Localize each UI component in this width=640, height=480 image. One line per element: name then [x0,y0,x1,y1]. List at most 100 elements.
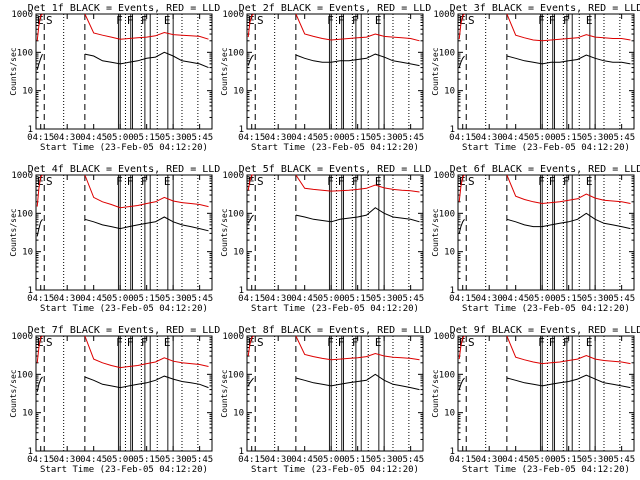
x-tick-label: 05:15 [555,294,582,304]
panel-det-5: Det 5f BLACK = Events, RED = LLD 1 10 100 10… [220,164,431,314]
x-tick-label: 05:45 [397,294,424,304]
event-marker-label: F [141,336,148,349]
y-tick-label: 10 [22,409,33,419]
x-tick-label: 04:15 [27,455,54,465]
x-tick-label: 05:15 [555,455,582,465]
x-tick-label: 05:00 [318,133,345,143]
panel-title: Det 3f BLACK = Events, RED = LLD [450,3,640,14]
x-tick-label: 04:45 [291,294,318,304]
plot-frame [35,13,213,130]
y-tick-label: 100 [17,48,33,58]
x-tick-label: 05:15 [133,455,160,465]
y-tick-label: 100 [228,370,244,380]
x-tick-label: 04:15 [27,133,54,143]
plot-frame [35,335,213,452]
x-tick-label: 04:15 [27,294,54,304]
panel-det-7: Det 7f BLACK = Events, RED = LLD 1 10 100 10… [9,325,220,475]
event-marker-label: S [46,14,53,27]
event-marker-label: F [538,175,545,188]
panel-det-6: Det 6f BLACK = Events, RED = LLD 1 10 100 10… [431,164,640,314]
series-lld-line [247,13,420,42]
y-tick-label: 10 [233,87,244,97]
event-marker-label: E [248,175,255,188]
event-marker-label: S [468,336,475,349]
panel-det-1: Det 1f BLACK = Events, RED = LLD 1 10 100 10… [9,3,220,153]
x-tick-label: 04:30 [54,294,81,304]
series-events-line [247,373,420,391]
x-tick-label: 05:30 [371,455,398,465]
y-tick-label: 100 [439,370,455,380]
x-tick-label: 05:45 [186,133,213,143]
x-tick-label: 05:30 [160,294,187,304]
y-tick-label: 100 [439,209,455,219]
y-axis-label: Counts/sec [431,47,440,95]
x-tick-label: 05:30 [582,133,609,143]
plot-frame [35,174,213,291]
event-marker-label: S [468,175,475,188]
y-tick-label: 10 [444,409,455,419]
x-axis-label: Start Time (23-Feb-05 04:12:20) [462,304,630,314]
x-tick-label: 05:15 [344,294,371,304]
series-events-line [247,53,420,67]
event-marker-label: E [459,336,466,349]
panel-det-9: Det 9f BLACK = Events, RED = LLD 1 10 100 10… [431,325,640,475]
event-marker-label: E [375,14,382,27]
event-marker-label: E [375,336,382,349]
x-tick-label: 04:15 [238,133,265,143]
event-marker-label: S [46,175,53,188]
y-tick-label: 1 [239,286,244,296]
plot-frame [457,335,635,452]
plot-frame [246,335,424,452]
x-tick-label: 05:15 [555,133,582,143]
y-axis-label: Counts/sec [9,208,18,256]
x-tick-label: 05:00 [529,455,556,465]
event-marker-label: F [338,14,345,27]
x-axis-label: Start Time (23-Feb-05 04:12:20) [251,143,419,153]
event-marker-label: F [352,14,359,27]
event-marker-label: S [257,336,264,349]
panel-det-4: Det 4f BLACK = Events, RED = LLD 1 10 100 10… [9,164,220,314]
event-marker-label: F [116,14,123,27]
y-tick-label: 1 [28,447,33,457]
y-tick-label: 1 [450,447,455,457]
x-tick-label: 04:45 [80,294,107,304]
y-tick-label: 100 [17,209,33,219]
x-tick-label: 05:15 [133,294,160,304]
x-tick-label: 04:30 [265,294,292,304]
event-marker-label: F [127,336,134,349]
event-marker-label: S [257,14,264,27]
x-tick-label: 04:30 [54,133,81,143]
series-events-line [36,51,209,70]
x-axis-label: Start Time (23-Feb-05 04:12:20) [462,143,630,153]
panel-title: Det 4f BLACK = Events, RED = LLD [28,164,221,175]
x-tick-label: 05:00 [107,455,134,465]
series-lld-line [36,174,209,209]
y-tick-label: 1000 [11,171,33,181]
event-marker-label: E [164,14,171,27]
y-tick-label: 1000 [433,10,455,20]
x-tick-label: 04:15 [238,294,265,304]
event-marker-label: F [338,336,345,349]
panel-title: Det 6f BLACK = Events, RED = LLD [450,164,640,175]
x-tick-label: 04:45 [502,133,529,143]
y-axis-label: Counts/sec [431,369,440,417]
series-events-line [247,207,420,224]
event-marker-label: F [327,14,334,27]
event-marker-label: F [563,336,570,349]
x-tick-label: 05:30 [582,294,609,304]
panel-det-2: Det 2f BLACK = Events, RED = LLD 1 10 100 10… [220,3,431,153]
x-tick-label: 05:00 [318,294,345,304]
y-tick-label: 10 [444,248,455,258]
series-lld-line [247,174,420,193]
x-tick-label: 05:00 [318,455,345,465]
event-marker-label: E [586,175,593,188]
series-events-line [458,54,631,68]
x-tick-label: 04:30 [265,455,292,465]
x-axis-label: Start Time (23-Feb-05 04:12:20) [40,465,208,475]
panel-title: Det 7f BLACK = Events, RED = LLD [28,325,221,336]
event-marker-label: F [116,175,123,188]
event-marker-label: E [164,336,171,349]
series-lld-line [36,13,209,41]
x-tick-label: 05:45 [186,294,213,304]
event-marker-label: F [538,14,545,27]
